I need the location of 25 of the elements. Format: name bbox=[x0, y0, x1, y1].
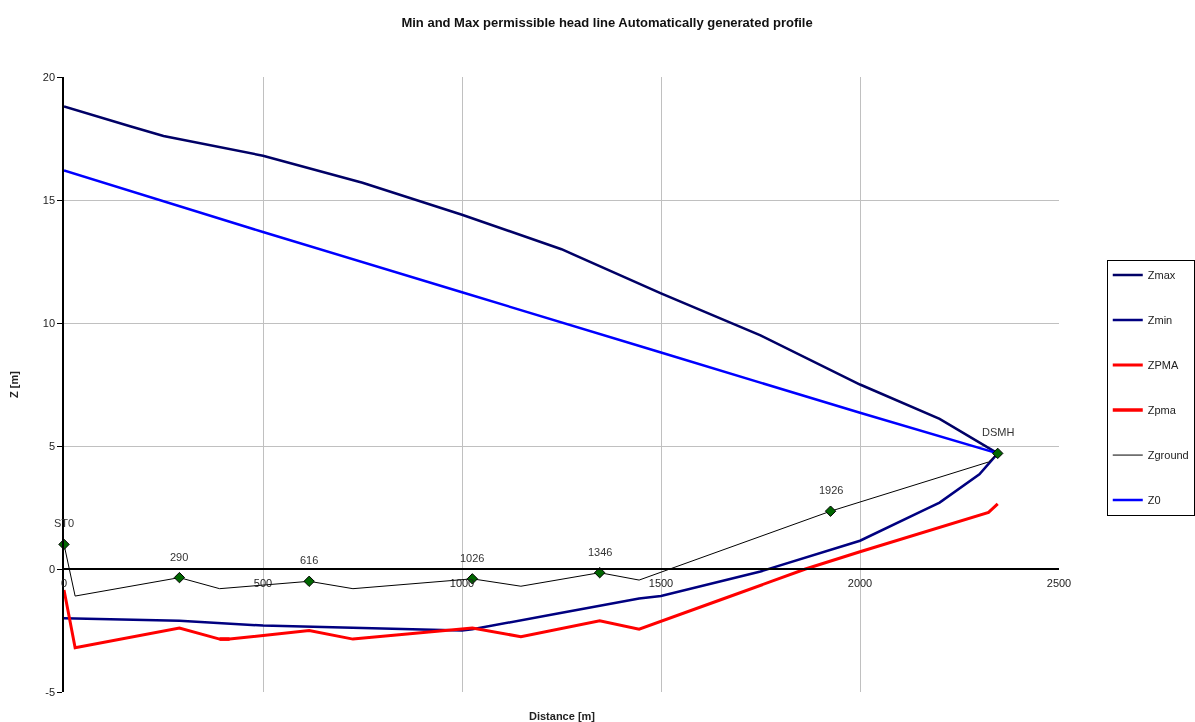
legend-label: ZPMA bbox=[1147, 359, 1179, 372]
annotation: 616 bbox=[300, 554, 319, 566]
annotation: 1926 bbox=[819, 484, 844, 496]
annotation: 290 bbox=[170, 551, 189, 563]
x-axis-title: Distance [m] bbox=[529, 710, 596, 722]
x-tick-label: 1000 bbox=[449, 576, 475, 589]
y-tick-label: 15 bbox=[42, 193, 56, 206]
chart-title: Min and Max permissible head line Automatically generated profile bbox=[401, 14, 813, 30]
annotation: 1346 bbox=[588, 546, 613, 558]
x-tick-label: 2000 bbox=[847, 576, 873, 589]
y-tick-label: 10 bbox=[42, 316, 56, 329]
legend-label: Z0 bbox=[1147, 494, 1161, 507]
legend-label: Zmin bbox=[1147, 314, 1173, 327]
x-tick-label: 2500 bbox=[1046, 576, 1072, 589]
y-tick-label: -5 bbox=[45, 685, 56, 698]
y-tick-label: 20 bbox=[42, 70, 56, 83]
legend-label: Zpma bbox=[1147, 404, 1177, 417]
y-tick-label: 0 bbox=[48, 562, 56, 575]
legend-label: Zground bbox=[1147, 449, 1189, 462]
legend-label: Zmax bbox=[1147, 269, 1176, 282]
y-axis-title: Z [m] bbox=[7, 370, 20, 398]
y-tick-label: 5 bbox=[48, 439, 56, 452]
annotation: 1026 bbox=[460, 552, 485, 564]
x-tick-label: 1500 bbox=[648, 576, 674, 589]
annotation: DSMH bbox=[982, 426, 1015, 438]
